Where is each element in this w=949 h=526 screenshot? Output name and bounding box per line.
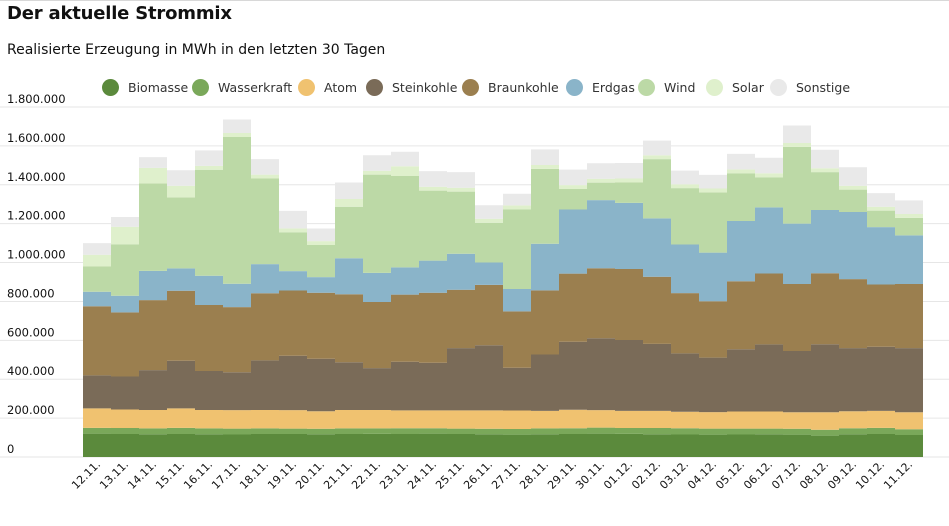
legend-label: Solar [732, 79, 764, 95]
y-tick-label: 1.600.000 [7, 131, 66, 145]
x-tick-label: 20.11. [293, 458, 327, 492]
series-area-biomasse[interactable] [83, 433, 923, 457]
legend-swatch [462, 78, 479, 96]
y-tick-label: 1.200.000 [7, 209, 66, 223]
legend-swatch [706, 78, 723, 96]
y-tick-label: 600.000 [7, 325, 55, 339]
x-tick-label: 30.11. [573, 458, 607, 492]
series-area-wasserkraft[interactable] [83, 427, 923, 436]
y-tick-label: 200.000 [7, 403, 55, 417]
x-tick-label: 22.11. [349, 458, 383, 492]
series-area-braunkohle[interactable] [83, 268, 923, 377]
y-tick-label: 800.000 [7, 286, 55, 300]
x-tick-label: 12.11. [69, 458, 103, 492]
x-tick-label: 25.11. [433, 458, 467, 492]
y-tick-label: 400.000 [7, 364, 55, 378]
legend-swatch [366, 78, 383, 96]
legend-item-wind[interactable]: Wind [638, 77, 695, 97]
series-area-sonstige[interactable] [83, 119, 923, 255]
x-tick-label: 21.11. [321, 458, 355, 492]
x-tick-label: 04.12. [685, 458, 719, 492]
legend-item-sonstige[interactable]: Sonstige [770, 77, 850, 97]
series-area-steinkohle[interactable] [83, 338, 923, 413]
y-axis-ticks: 0 200.000 400.000 600.000 800.000 1.000.000 1.… [7, 92, 66, 456]
x-tick-label: 08.12. [797, 458, 831, 492]
x-tick-label: 10.12. [853, 458, 887, 492]
x-tick-label: 29.11. [545, 458, 579, 492]
series-areas [83, 119, 923, 457]
legend-swatch [638, 78, 655, 96]
x-tick-label: 18.11. [237, 458, 271, 492]
chart-title: Der aktuelle Strommix [7, 3, 232, 24]
x-tick-label: 02.12. [629, 458, 663, 492]
legend-item-solar[interactable]: Solar [706, 77, 764, 97]
x-tick-label: 19.11. [265, 458, 299, 492]
legend-swatch [192, 78, 209, 96]
legend-swatch [102, 78, 119, 96]
legend-swatch [770, 78, 787, 96]
legend-label: Sonstige [796, 79, 851, 95]
x-tick-label: 26.11. [461, 458, 495, 492]
series-area-erdgas[interactable] [83, 200, 923, 313]
x-tick-label: 06.12. [741, 458, 775, 492]
chart-subtitle: Realisierte Erzeugung in MWh in den letz… [7, 42, 386, 58]
legend-label: Steinkohle [392, 79, 458, 95]
legend-label: Erdgas [592, 79, 635, 95]
x-tick-label: 01.12. [601, 458, 635, 492]
legend-label: Atom [324, 79, 358, 95]
x-tick-label: 13.11. [97, 458, 131, 492]
legend-swatch [298, 78, 315, 96]
x-tick-label: 15.11. [153, 458, 187, 492]
legend-item-steinkohle[interactable]: Steinkohle [366, 77, 457, 97]
legend-label: Wasserkraft [218, 79, 293, 95]
x-tick-label: 11.12. [881, 458, 915, 492]
series-area-atom[interactable] [83, 408, 923, 430]
x-axis-ticks: 12.11.13.11.14.11.15.11.16.11.17.11.18.1… [69, 458, 915, 492]
legend-item-atom[interactable]: Atom [298, 77, 357, 97]
x-tick-label: 23.11. [377, 458, 411, 492]
legend-item-wasserkraft[interactable]: Wasserkraft [192, 77, 292, 97]
legend-item-erdgas[interactable]: Erdgas [566, 77, 635, 97]
x-tick-label: 17.11. [209, 458, 243, 492]
x-tick-label: 27.11. [489, 458, 523, 492]
legend-item-biomasse[interactable]: Biomasse [102, 77, 188, 97]
legend-swatch [566, 78, 583, 96]
x-tick-label: 16.11. [181, 458, 215, 492]
x-tick-label: 05.12. [713, 458, 747, 492]
x-tick-label: 28.11. [517, 458, 551, 492]
y-tick-label: 1.800.000 [7, 92, 66, 106]
chart-legend: Biomasse Wasserkraft Atom Steinkohle Braunko… [0, 77, 949, 97]
legend-label: Wind [664, 79, 696, 95]
legend-label: Braunkohle [488, 79, 559, 95]
x-tick-label: 24.11. [405, 458, 439, 492]
legend-label: Biomasse [128, 79, 189, 95]
x-tick-label: 14.11. [125, 458, 159, 492]
x-tick-label: 09.12. [825, 458, 859, 492]
x-tick-label: 07.12. [769, 458, 803, 492]
x-tick-label: 03.12. [657, 458, 691, 492]
y-tick-label: 1.400.000 [7, 170, 66, 184]
y-tick-label: 0 [7, 442, 14, 456]
y-tick-label: 1.000.000 [7, 248, 66, 262]
legend-item-braunkohle[interactable]: Braunkohle [462, 77, 559, 97]
top-border [0, 0, 949, 1]
